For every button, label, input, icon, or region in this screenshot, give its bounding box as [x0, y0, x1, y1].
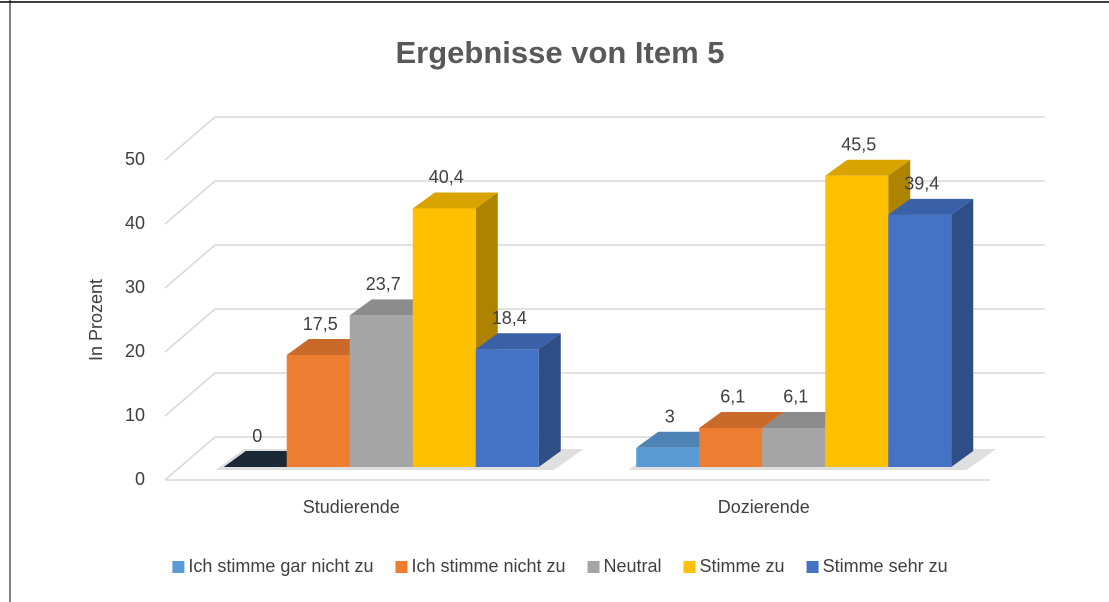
bar-front: [888, 214, 952, 467]
data-label: 23,7: [366, 274, 401, 294]
data-label: 17,5: [303, 314, 338, 334]
bar-front: [825, 175, 889, 468]
bar-front: [636, 447, 700, 467]
bar-side: [538, 333, 561, 467]
y-tick-label: 30: [125, 277, 145, 297]
chart-title: Ergebnisse von Item 5: [395, 35, 724, 70]
legend-label: Neutral: [604, 556, 662, 576]
legend-label: Ich stimme gar nicht zu: [188, 556, 373, 576]
data-label: 45,5: [841, 135, 876, 155]
bar-side: [951, 198, 974, 467]
bar: [888, 198, 974, 467]
bar-front: [762, 427, 826, 467]
legend-item: Ich stimme gar nicht zu: [172, 556, 373, 576]
legend-item: Stimme sehr zu: [806, 556, 948, 576]
legend-item: Ich stimme nicht zu: [395, 556, 566, 576]
legend-swatch: [806, 561, 819, 573]
grid-line: [164, 308, 1045, 353]
bar-front: [412, 208, 476, 467]
bar-front: [475, 349, 539, 467]
bar-top: [888, 198, 974, 215]
y-tick-label: 20: [125, 341, 145, 361]
bar: [412, 192, 498, 467]
legend-item: Stimme zu: [683, 556, 785, 576]
x-tick-label: Dozierende: [718, 497, 810, 517]
legend-swatch: [172, 561, 185, 573]
grid-line: [164, 116, 1045, 161]
grid-line: [164, 244, 1045, 289]
bar-front: [349, 315, 413, 467]
bar-front: [699, 427, 763, 467]
bar-top: [699, 411, 785, 428]
bar-top: [825, 159, 911, 176]
data-label: 39,4: [904, 174, 939, 194]
legend-swatch: [587, 561, 600, 573]
legend-label: Stimme sehr zu: [823, 556, 948, 576]
bar-top: [475, 333, 561, 350]
data-label: 3: [665, 407, 675, 427]
data-label: 18,4: [492, 308, 527, 328]
y-tick-label: 40: [125, 213, 145, 233]
data-label: 6,1: [783, 387, 808, 407]
y-tick-label: 50: [125, 149, 145, 169]
y-axis-label: In Prozent: [86, 279, 106, 361]
bar: [475, 333, 561, 467]
y-tick-label: 10: [125, 405, 145, 425]
grid-line: [164, 180, 1045, 225]
grid-line: [164, 372, 1045, 417]
legend-swatch: [683, 561, 696, 573]
legend-item: Neutral: [587, 556, 662, 576]
bar-front: [286, 355, 350, 467]
x-tick-label: Studierende: [303, 497, 400, 517]
legend-label: Stimme zu: [700, 556, 785, 576]
data-label: 0: [252, 426, 262, 446]
data-label: 40,4: [429, 167, 464, 187]
bar-top: [412, 192, 498, 209]
legend-swatch: [395, 561, 408, 573]
legend-label: Ich stimme nicht zu: [411, 556, 565, 576]
y-tick-label: 0: [135, 469, 145, 489]
data-label: 6,1: [720, 387, 745, 407]
